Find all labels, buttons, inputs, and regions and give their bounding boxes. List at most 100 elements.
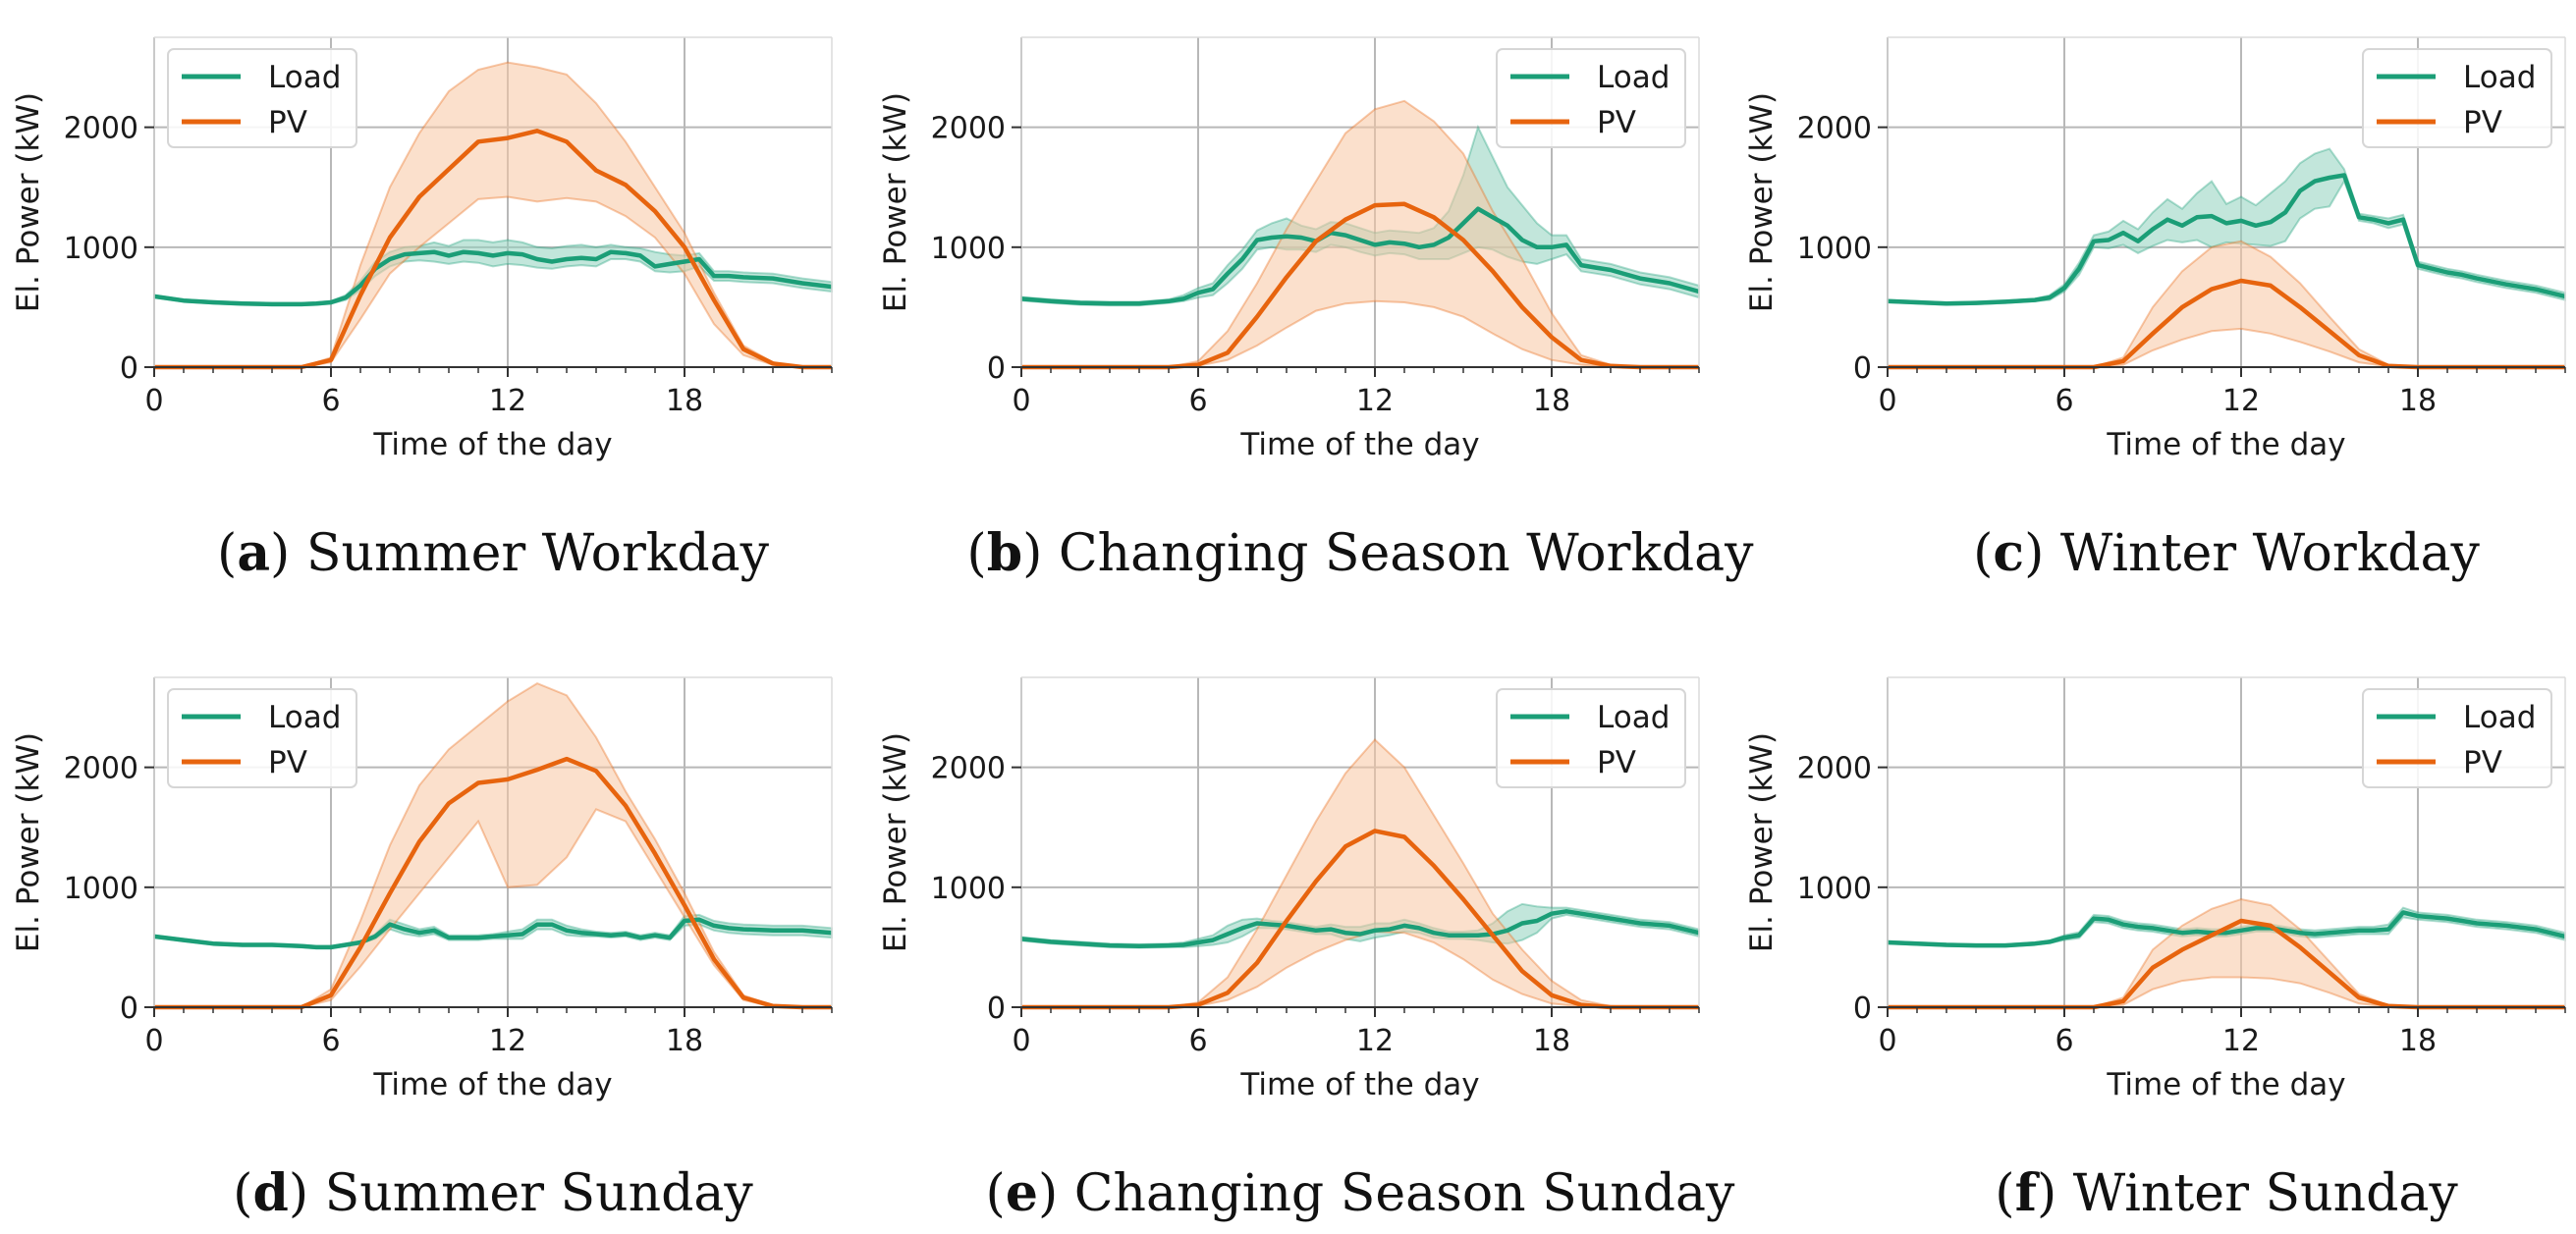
series-line-pv (154, 129, 832, 370)
y-tick-label: 2000 (1797, 112, 1872, 146)
series-line-load (153, 249, 833, 307)
caption-letter: a (237, 523, 270, 583)
legend: Load PV (167, 48, 357, 148)
x-tick-label: 12 (1356, 384, 1394, 418)
y-tick-label: 2000 (1797, 752, 1872, 786)
band-pv (154, 681, 832, 1008)
legend: Load PV (167, 688, 357, 788)
band-pv (1021, 99, 1699, 368)
series-line-pv (1888, 918, 2565, 1010)
legend-label-pv: PV (268, 745, 307, 780)
legend-label-pv: PV (1597, 745, 1636, 780)
x-tick-label: 18 (666, 384, 703, 418)
x-axis-label: Time of the day (2106, 427, 2345, 462)
series-line-load (1020, 909, 1700, 948)
legend-label-load: Load (268, 60, 341, 95)
x-axis-label: Time of the day (1239, 1067, 1479, 1102)
x-tick-label: 18 (2399, 1024, 2437, 1058)
y-tick-label: 0 (120, 351, 138, 386)
legend-label-load: Load (268, 700, 341, 735)
y-axis-label: El. Power (kW) (11, 92, 46, 312)
caption-letter: b (987, 523, 1022, 583)
band-pv (154, 61, 832, 368)
x-tick-label: 0 (1878, 1024, 1896, 1058)
legend-label-pv: PV (2463, 105, 2502, 140)
panel-caption: (e) Changing Season Sunday (986, 1163, 1736, 1223)
caption-letter: d (252, 1163, 288, 1223)
y-axis-label: El. Power (kW) (878, 732, 913, 952)
y-axis-label: El. Power (kW) (878, 92, 913, 312)
x-tick-label: 18 (666, 1024, 703, 1058)
legend: Load PV (2362, 688, 2552, 788)
chart-panel-e: 0 6 12 18 0 1000 2000 Time of the day El. Power … (878, 676, 1736, 1223)
y-tick-label: 0 (1853, 992, 1872, 1026)
series-line-load (1887, 173, 2566, 306)
x-tick-label: 12 (2222, 384, 2260, 418)
series-line-load (1887, 910, 2566, 948)
x-axis-label: Time of the day (1239, 427, 1479, 462)
x-tick-label: 18 (2399, 384, 2437, 418)
y-tick-label: 1000 (64, 872, 138, 906)
panel-caption: (d) Summer Sunday (233, 1163, 753, 1223)
y-tick-label: 2000 (64, 112, 138, 146)
x-tick-label: 6 (321, 384, 340, 418)
x-tick-label: 12 (489, 1024, 526, 1058)
x-tick-label: 6 (2055, 384, 2073, 418)
legend: Load PV (2362, 48, 2552, 148)
x-axis-label: Time of the day (372, 1067, 612, 1102)
panel-caption: (a) Summer Workday (217, 523, 770, 583)
legend-label-pv: PV (1597, 105, 1636, 140)
y-axis-label: El. Power (kW) (1744, 92, 1780, 312)
y-tick-label: 1000 (64, 232, 138, 266)
legend-label-pv: PV (268, 105, 307, 140)
chart-panel-a: 0 6 12 18 0 1000 2000 Time of the day El. Power … (11, 36, 833, 583)
series-line-pv (154, 756, 832, 1010)
y-tick-label: 0 (987, 992, 1006, 1026)
band-pv (1021, 738, 1699, 1008)
x-axis-label: Time of the day (372, 427, 612, 462)
legend-label-load: Load (2463, 60, 2536, 95)
y-tick-label: 2000 (931, 112, 1006, 146)
series-line-pv (1021, 201, 1699, 370)
x-tick-label: 18 (1533, 1024, 1570, 1058)
x-tick-label: 18 (1533, 384, 1570, 418)
y-tick-label: 0 (120, 992, 138, 1026)
legend-label-load: Load (2463, 700, 2536, 735)
x-axis-label: Time of the day (2106, 1067, 2345, 1102)
y-tick-label: 1000 (931, 232, 1006, 266)
x-tick-label: 6 (2055, 1024, 2073, 1058)
y-tick-label: 1000 (931, 872, 1006, 906)
x-tick-label: 0 (1878, 384, 1896, 418)
legend-label-pv: PV (2463, 745, 2502, 780)
x-tick-label: 12 (489, 384, 526, 418)
y-tick-label: 1000 (1797, 872, 1872, 906)
band-load (153, 239, 833, 307)
x-tick-label: 0 (1012, 384, 1030, 418)
y-axis-label: El. Power (kW) (1744, 732, 1780, 952)
x-tick-label: 6 (1188, 1024, 1207, 1058)
y-tick-label: 2000 (64, 752, 138, 786)
band-pv (1888, 897, 2565, 1008)
panel-caption: (f) Winter Sunday (1995, 1163, 2458, 1223)
x-tick-label: 6 (1188, 384, 1207, 418)
x-tick-label: 12 (2222, 1024, 2260, 1058)
x-tick-label: 0 (144, 1024, 163, 1058)
y-tick-label: 0 (987, 351, 1006, 386)
legend: Load PV (1496, 688, 1686, 788)
y-tick-label: 2000 (931, 752, 1006, 786)
x-tick-label: 0 (144, 384, 163, 418)
band-pv (1888, 240, 2565, 368)
chart-panel-f: 0 6 12 18 0 1000 2000 Time of the day El. Power … (1744, 676, 2566, 1223)
y-axis-label: El. Power (kW) (11, 732, 46, 952)
chart-panel-b: 0 6 12 18 0 1000 2000 Time of the day El. Power … (878, 36, 1754, 583)
series-line-pv (1888, 278, 2565, 370)
y-tick-label: 0 (1853, 351, 1872, 386)
x-tick-label: 0 (1012, 1024, 1030, 1058)
legend: Load PV (1496, 48, 1686, 148)
chart-panel-d: 0 6 12 18 0 1000 2000 Time of the day El. Power … (11, 676, 833, 1223)
panel-caption: (c) Winter Workday (1973, 523, 2480, 583)
caption-letter: f (2015, 1163, 2041, 1223)
legend-label-load: Load (1597, 60, 1670, 95)
series-line-load (1020, 206, 1700, 306)
